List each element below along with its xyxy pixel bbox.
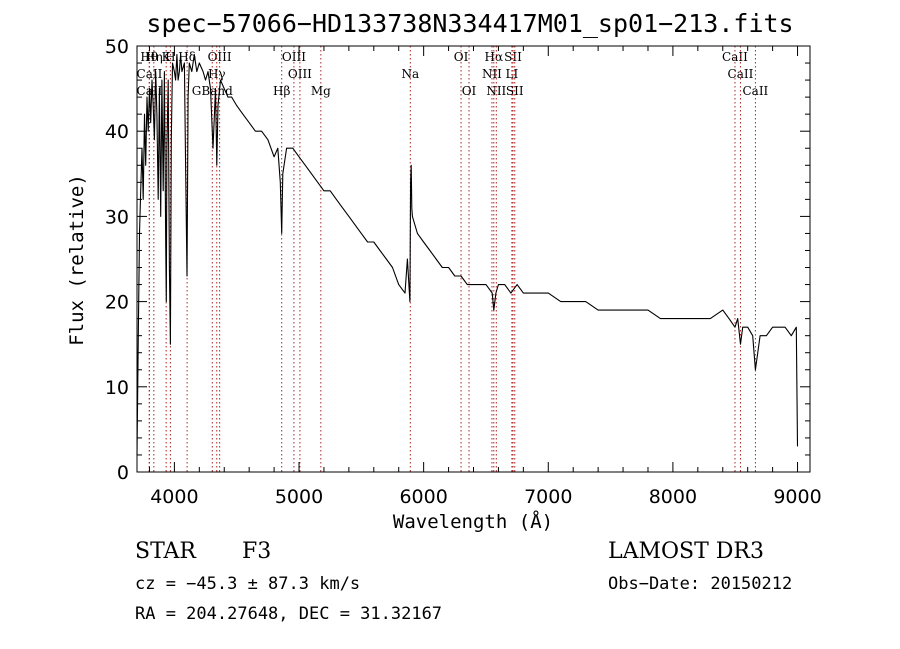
line-marker-label: NII: [486, 84, 506, 98]
x-tick-label: 4000: [150, 486, 198, 508]
line-marker-label: OIII: [288, 67, 312, 81]
line-marker-label: Hα: [485, 50, 504, 64]
y-tick-label: 50: [105, 36, 129, 58]
line-marker-label: OIII: [282, 50, 306, 64]
line-marker-label: Hθ: [140, 50, 158, 64]
line-marker-label: SII: [504, 50, 522, 64]
y-tick-label: 10: [105, 377, 129, 399]
line-marker-label: NII: [482, 67, 502, 81]
x-tick-label: 5000: [275, 486, 323, 508]
y-tick-label: 40: [105, 121, 129, 143]
line-marker-label: OI: [462, 84, 477, 98]
spectrum-series: [136, 53, 799, 456]
plot-axes: 4000 5000 6000 7000 8000 9000 0 10 20 30 40 50: [105, 36, 822, 508]
line-marker-label: Hβ: [273, 84, 290, 98]
survey-name: LAMOST DR3: [608, 539, 764, 564]
x-tick-label: 8000: [649, 486, 697, 508]
object-class: STAR: [135, 539, 196, 564]
observation-date: Obs−Date: 20150212: [608, 574, 793, 594]
line-marker-label: LI: [506, 67, 519, 81]
line-marker-label: Mg: [311, 84, 331, 98]
chart-title: spec−57066−HD133738N334417M01_sp01−213.f…: [146, 9, 793, 38]
line-marker-label: OIII: [208, 50, 232, 64]
line-marker-label: Hδ: [178, 50, 196, 64]
line-marker-label: SII: [506, 84, 524, 98]
redshift-cz: cz = −45.3 ± 87.3 km/s: [135, 574, 361, 594]
line-marker-label: CaII: [742, 84, 768, 98]
line-marker-label: CaII: [728, 67, 754, 81]
object-subclass: F3: [242, 539, 272, 564]
ra-dec-coordinates: RA = 204.27648, DEC = 31.32167: [135, 604, 443, 624]
x-tick-label: 7000: [524, 486, 572, 508]
line-marker-label: Na: [401, 67, 419, 81]
x-tick-label: 6000: [399, 486, 447, 508]
x-tick-label: 9000: [773, 486, 821, 508]
line-marker-label: Hη: [145, 50, 163, 64]
y-tick-label: 0: [117, 462, 129, 484]
line-marker-label: K: [162, 50, 172, 64]
y-axis-label: Flux (relative): [66, 174, 88, 346]
y-tick-label: 20: [105, 292, 129, 314]
line-marker-label: Hγ: [208, 67, 226, 81]
spectral-line-markers: Hθ CaII CaII Hη KH Hδ OIII Hγ GBand Hβ OIII OIII Mg N…: [137, 46, 769, 472]
x-axis-label: Wavelength (Å): [393, 510, 553, 533]
line-marker-label: OI: [454, 50, 469, 64]
line-marker-label: GBand: [192, 84, 233, 98]
plot-frame: [136, 45, 811, 473]
line-marker-label: H: [165, 50, 175, 64]
line-marker-label: CaII: [722, 50, 748, 64]
y-tick-label: 30: [105, 206, 129, 228]
spectrum-line: [136, 53, 799, 456]
